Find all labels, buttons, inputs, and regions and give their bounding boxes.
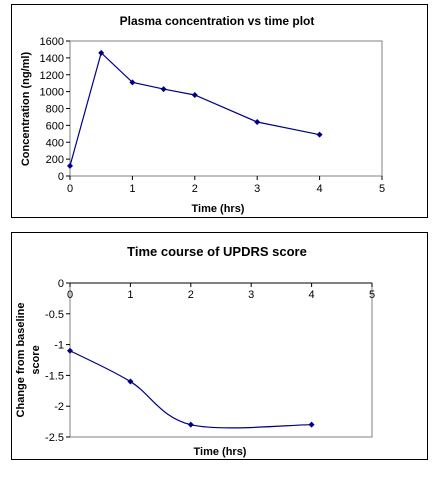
x-tick-label: 1	[127, 289, 133, 301]
x-tick-label: 0	[67, 289, 73, 301]
x-tick-label: 3	[254, 183, 260, 195]
x-tick-label: 2	[192, 183, 198, 195]
x-axis-title: Time (hrs)	[192, 203, 245, 215]
x-tick-label: 2	[188, 289, 194, 301]
updrs-score-chart: Time course of UPDRS score 0-0.5-1-1.5-2…	[15, 244, 375, 458]
y-tick-label: 600	[46, 120, 64, 132]
y-tick-label: -1	[54, 340, 64, 352]
y-tick-label: 1600	[40, 36, 64, 48]
x-tick-labels: 0 1 2 3 4 5	[67, 176, 385, 195]
y-tick-label: 200	[46, 154, 64, 166]
y-tick-label: 800	[46, 104, 64, 116]
y-tick-label: -1.5	[45, 370, 64, 382]
series-line	[67, 347, 315, 429]
data-point-marker	[191, 92, 198, 98]
data-point-marker	[187, 421, 194, 428]
y-tick-label: -0.5	[45, 309, 64, 321]
data-point-marker	[316, 131, 323, 138]
data-point-marker	[67, 162, 73, 169]
data-point-marker	[129, 79, 136, 86]
x-tick-label: 3	[248, 289, 254, 301]
y-axis-title-line-2: score	[30, 345, 42, 374]
x-tick-label: 1	[129, 183, 135, 195]
y-axis-title-line-1: Change from baseline	[15, 303, 27, 418]
x-tick-label: 5	[379, 183, 385, 195]
x-tick-label: 4	[317, 183, 323, 195]
y-tick-labels: 0-0.5-1-1.5-2-2.5	[45, 278, 70, 444]
y-tick-label: 0	[58, 171, 64, 183]
y-tick-labels: 0 200 400 600 800 1000 1200 1400 1600	[40, 36, 70, 183]
x-axis-title: Time (hrs)	[194, 446, 247, 458]
x-tick-label: 0	[67, 183, 73, 195]
y-tick-label: 1200	[40, 70, 64, 82]
y-tick-label: 1000	[40, 87, 64, 99]
data-point-marker	[98, 49, 105, 56]
updrs-score-chart-panel: Time course of UPDRS score 0 -0.5 -1 -1.5 -2…	[11, 232, 428, 460]
series-line	[67, 49, 323, 169]
data-point-marker	[254, 119, 261, 125]
chart-title: Plasma concentration vs time plot	[120, 14, 315, 28]
data-point-marker	[308, 421, 315, 428]
plot-area	[69, 282, 373, 438]
plasma-concentration-chart-panel: Plasma concentration vs time plot 0 200 40…	[11, 4, 428, 218]
data-point-marker	[67, 347, 73, 354]
data-point-marker	[160, 86, 167, 93]
x-tick-label: 4	[309, 289, 315, 301]
y-tick-label: -2.5	[45, 432, 64, 444]
plasma-concentration-chart: Plasma concentration vs time plot 020040…	[20, 14, 385, 215]
series-path	[69, 350, 312, 429]
y-tick-label: 0	[58, 278, 64, 290]
y-tick-label: -2	[54, 401, 64, 413]
x-tick-label: 5	[369, 289, 375, 301]
y-tick-label: 400	[46, 137, 64, 149]
x-tick-labels: 0 1 2 3 4 5	[67, 282, 375, 301]
chart-title: Time course of UPDRS score	[127, 244, 307, 259]
y-axis-title: Concentration (ng/ml)	[20, 52, 32, 167]
y-tick-label: 1400	[40, 53, 64, 65]
